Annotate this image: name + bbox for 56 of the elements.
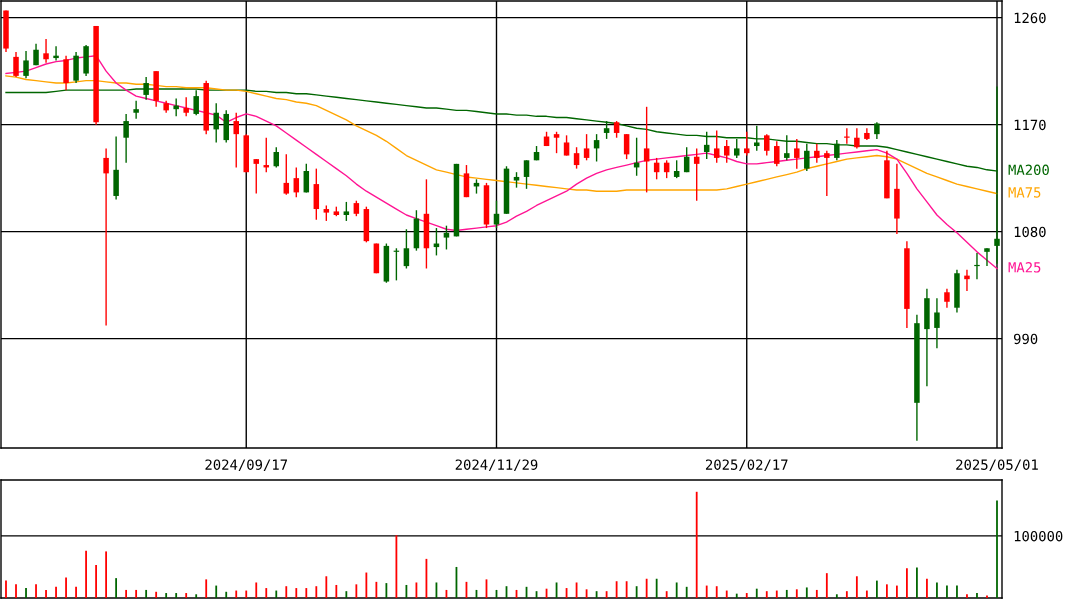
candlestick — [443, 224, 450, 251]
candlestick — [834, 139, 840, 161]
candlestick — [703, 131, 710, 160]
candlestick — [643, 106, 650, 194]
candlestick — [523, 159, 530, 190]
series-label: MA200 — [1008, 164, 1049, 176]
candlestick — [784, 134, 790, 161]
x-tick-label: 2024/11/29 — [455, 459, 538, 472]
candlestick — [553, 131, 560, 154]
candlestick — [213, 102, 219, 144]
candlestick — [103, 147, 109, 327]
candlestick — [403, 228, 410, 270]
y-tick-label: 100000 — [1014, 530, 1063, 542]
candlestick — [824, 150, 830, 197]
candlestick — [693, 147, 700, 202]
candlestick — [133, 100, 139, 120]
candlestick — [573, 146, 580, 170]
candlestick — [13, 51, 19, 78]
candlestick — [23, 50, 29, 79]
candlestick — [53, 45, 59, 62]
candlestick — [43, 38, 49, 64]
candlestick — [733, 138, 740, 159]
candlestick — [984, 247, 990, 267]
candlestick — [283, 153, 290, 196]
candlestick — [623, 133, 630, 160]
y-tick-label: 1170 — [1014, 119, 1046, 131]
candlestick — [63, 54, 69, 91]
candlestick — [854, 127, 860, 150]
candlestick — [944, 288, 950, 309]
y-tick-label: 1260 — [1014, 12, 1046, 24]
candlestick — [754, 125, 760, 152]
candlestick — [183, 96, 189, 118]
y-tick-label: 990 — [1013, 333, 1038, 345]
series-label: MA75 — [1008, 187, 1041, 198]
candlestick — [964, 268, 970, 292]
candlestick — [583, 133, 590, 161]
candlestick — [934, 297, 940, 349]
candlestick — [233, 112, 239, 169]
candlestick — [794, 138, 800, 170]
candlestick — [253, 158, 260, 195]
candlestick — [743, 131, 750, 157]
candlestick — [343, 201, 350, 222]
candlestick — [563, 134, 570, 157]
y-tick-label: 1080 — [1014, 226, 1046, 238]
candlestick — [123, 113, 129, 164]
x-tick-label: 2025/02/17 — [705, 459, 788, 472]
candlestick — [764, 133, 770, 157]
candlestick — [713, 129, 720, 164]
series-label: MA25 — [1008, 262, 1041, 273]
x-tick-label: 2024/09/17 — [205, 459, 288, 472]
candlestick — [774, 140, 780, 167]
candlestick — [723, 139, 730, 164]
candlestick — [173, 97, 179, 118]
candlestick — [814, 142, 820, 164]
x-tick-label: 2025/05/01 — [956, 459, 1038, 472]
candlestick — [463, 164, 470, 198]
